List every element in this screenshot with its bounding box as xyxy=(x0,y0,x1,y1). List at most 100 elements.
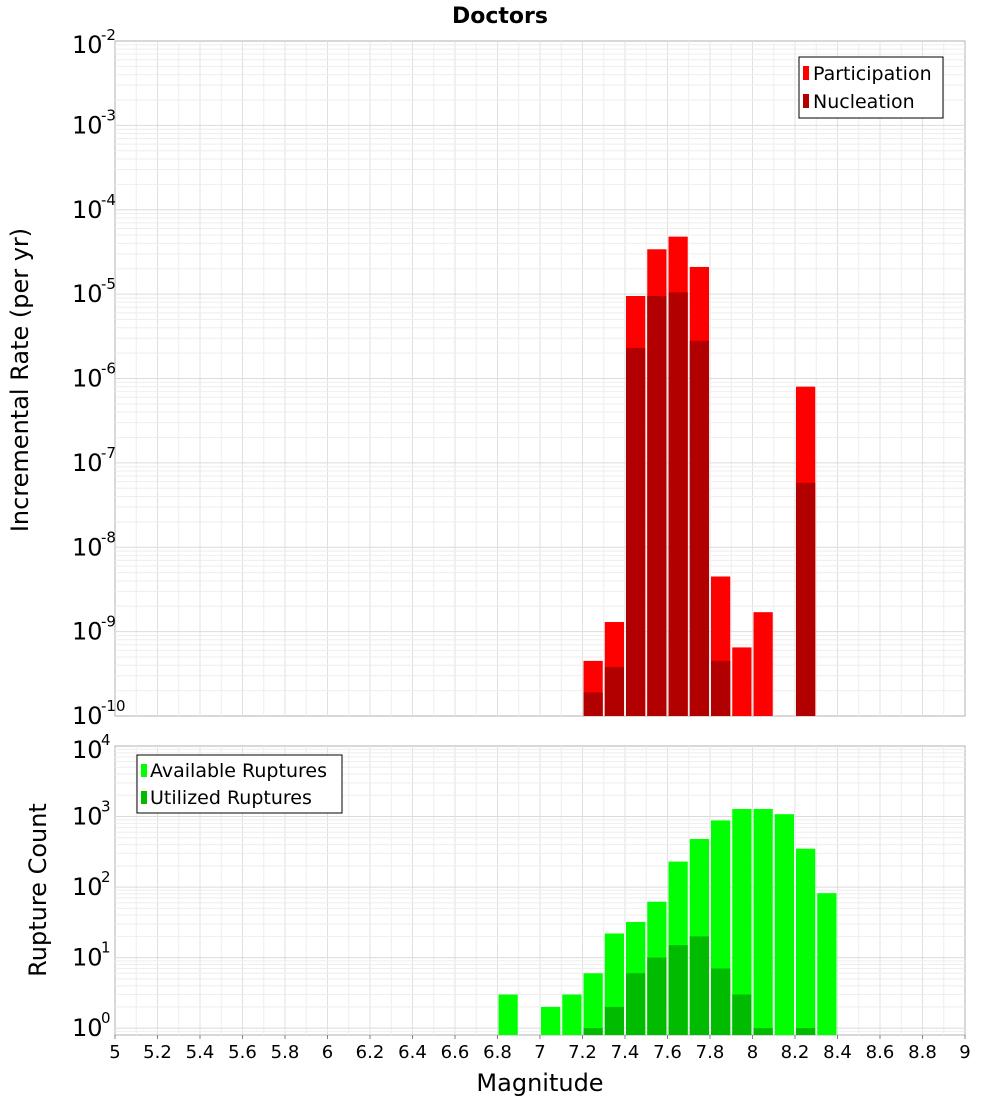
rate-y-tick-label: 10 xyxy=(72,111,103,139)
chart-title: Doctors xyxy=(452,4,548,29)
rate-bar-nucleation xyxy=(583,692,603,716)
count-bar-utilized-ruptures xyxy=(647,957,667,1035)
rate-bar-nucleation xyxy=(689,340,709,716)
x-tick-label: 7.8 xyxy=(696,1042,725,1063)
count-bars xyxy=(498,808,837,1035)
count-bar-utilized-ruptures xyxy=(668,945,688,1035)
count-bar-available-ruptures xyxy=(817,893,837,1035)
count-legend-box xyxy=(136,754,343,814)
count-bar-utilized-ruptures xyxy=(753,1028,773,1035)
count-bar-available-ruptures xyxy=(498,994,518,1035)
rate-y-tick-exponent: -4 xyxy=(101,191,116,209)
count-bar-available-ruptures xyxy=(732,808,752,1035)
count-bar-utilized-ruptures xyxy=(689,936,709,1035)
x-tick-label: 5.8 xyxy=(271,1042,300,1063)
rate-bar-nucleation xyxy=(647,296,667,716)
count-y-tick-exponent: 0 xyxy=(101,1009,111,1027)
count-bar-utilized-ruptures xyxy=(583,1028,603,1035)
count-y-tick-label: 10 xyxy=(72,873,103,901)
x-tick-label: 5.6 xyxy=(228,1042,257,1063)
rate-y-tick-label: 10 xyxy=(72,31,103,59)
rate-legend-box xyxy=(798,56,944,119)
count-bar-utilized-ruptures xyxy=(796,1028,816,1035)
rate-y-tick-label: 10 xyxy=(72,533,103,561)
x-tick-label: 7.2 xyxy=(568,1042,597,1063)
count-y-tick-label: 10 xyxy=(72,944,103,972)
rate-bar-participation xyxy=(732,647,752,716)
count-legend: Available Ruptures Utilized Ruptures xyxy=(136,754,343,814)
utilized-legend-label: Utilized Ruptures xyxy=(150,787,312,809)
x-tick-label: 8.6 xyxy=(866,1042,895,1063)
x-tick-label: 8.4 xyxy=(823,1042,852,1063)
rate-y-tick-exponent: -7 xyxy=(101,444,116,462)
participation-legend-swatch xyxy=(803,66,809,80)
rate-bar-nucleation xyxy=(604,667,624,716)
x-tick-labels: 5 5.2 5.4 5.6 5.8 6 6.2 6.4 6.6 6.8 7 7.2 7.4 7.6 7.8 8… xyxy=(109,1035,971,1063)
rate-y-tick-label: 10 xyxy=(72,280,103,308)
rate-y-axis-label: Incremental Rate (per yr) xyxy=(6,228,34,532)
rate-y-tick-label: 10 xyxy=(72,365,103,393)
x-tick-label: 8.2 xyxy=(781,1042,810,1063)
rate-y-tick-exponent: -2 xyxy=(101,26,116,44)
rate-y-tick-label: 10 xyxy=(72,196,103,224)
rate-y-tick-exponent: -9 xyxy=(101,613,116,631)
rate-bars xyxy=(583,236,816,716)
count-bar-utilized-ruptures xyxy=(732,994,752,1035)
count-bar-utilized-ruptures xyxy=(626,973,646,1035)
nucleation-legend-swatch xyxy=(803,94,809,108)
x-tick-label: 7.4 xyxy=(611,1042,640,1063)
count-y-tick-label: 10 xyxy=(72,803,103,831)
rate-bar-nucleation xyxy=(626,347,646,716)
x-tick-label: 8 xyxy=(747,1042,758,1063)
rate-y-tick-exponent: -10 xyxy=(101,697,126,715)
x-tick-label: 6.8 xyxy=(483,1042,512,1063)
count-bar-available-ruptures xyxy=(753,808,773,1035)
rate-y-tick-label: 10 xyxy=(72,702,103,730)
count-y-tick-label: 10 xyxy=(72,1014,103,1042)
x-tick-label: 7 xyxy=(534,1042,545,1063)
count-y-tick-exponent: 3 xyxy=(101,798,111,816)
rate-y-tick-label: 10 xyxy=(72,449,103,477)
rate-y-tick-exponent: -3 xyxy=(101,106,116,124)
rate-y-tick-exponent: -5 xyxy=(101,275,116,293)
rate-bar-nucleation xyxy=(711,660,731,716)
rate-bar-nucleation xyxy=(796,482,816,716)
rate-y-tick-exponent: -6 xyxy=(101,360,116,378)
count-bar-utilized-ruptures xyxy=(604,1006,624,1035)
count-bar-available-ruptures xyxy=(583,973,603,1035)
available-legend-swatch xyxy=(141,764,147,777)
rate-legend: Participation Nucleation xyxy=(798,56,944,119)
x-tick-label: 9 xyxy=(959,1042,970,1063)
x-tick-label: 8.8 xyxy=(908,1042,937,1063)
count-bar-available-ruptures xyxy=(541,1006,561,1035)
count-y-tick-exponent: 1 xyxy=(101,939,111,957)
available-legend-label: Available Ruptures xyxy=(150,760,327,782)
rate-y-tick-label: 10 xyxy=(72,618,103,646)
count-bar-available-ruptures xyxy=(774,814,794,1035)
x-tick-label: 6.6 xyxy=(441,1042,470,1063)
rate-bar-nucleation xyxy=(668,292,688,716)
count-y-tick-label: 10 xyxy=(72,736,103,764)
x-tick-label: 5.4 xyxy=(186,1042,215,1063)
x-tick-label: 7.6 xyxy=(653,1042,682,1063)
count-y-tick-exponent: 4 xyxy=(101,731,111,749)
rate-gridlines xyxy=(115,41,965,716)
count-y-axis-label: Rupture Count xyxy=(24,803,52,977)
x-tick-label: 6 xyxy=(322,1042,333,1063)
rate-y-tick-exponent: -8 xyxy=(101,528,116,546)
x-tick-label: 5 xyxy=(109,1042,120,1063)
utilized-legend-swatch xyxy=(141,791,147,804)
rate-bar-participation xyxy=(753,612,773,716)
x-tick-label: 6.4 xyxy=(398,1042,427,1063)
x-tick-label: 5.2 xyxy=(143,1042,172,1063)
count-bar-utilized-ruptures xyxy=(711,968,731,1035)
x-axis-label: Magnitude xyxy=(476,1069,603,1097)
x-tick-label: 6.2 xyxy=(356,1042,385,1063)
nucleation-legend-label: Nucleation xyxy=(813,91,915,113)
count-bar-available-ruptures xyxy=(796,848,816,1035)
